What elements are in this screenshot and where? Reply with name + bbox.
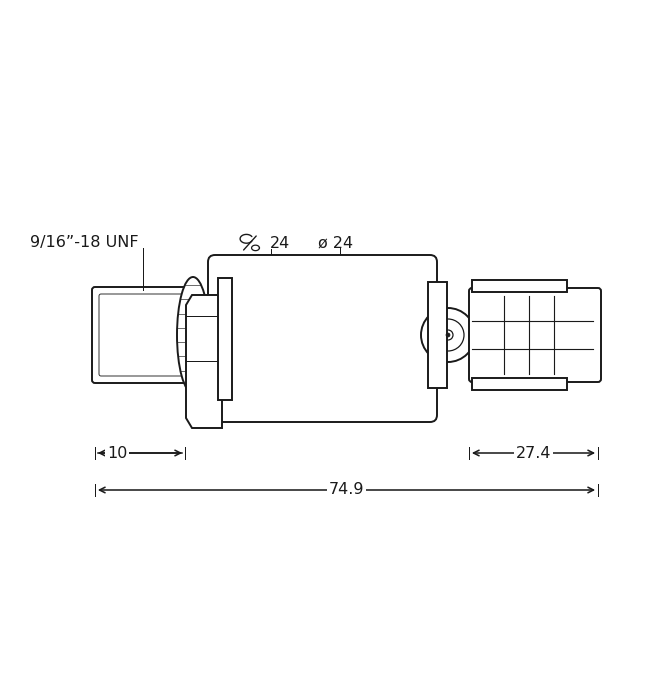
Circle shape	[446, 333, 450, 337]
Text: ø 24: ø 24	[318, 235, 353, 251]
Text: 10: 10	[107, 445, 127, 461]
Circle shape	[443, 330, 453, 340]
Circle shape	[421, 308, 475, 362]
Text: 74.9: 74.9	[328, 482, 364, 498]
Bar	[218, 278, 232, 400]
Bar	[472, 378, 567, 390]
FancyBboxPatch shape	[469, 288, 601, 382]
Circle shape	[432, 319, 464, 351]
FancyBboxPatch shape	[208, 255, 437, 422]
Bar	[428, 282, 447, 388]
Bar	[472, 280, 567, 292]
Text: 24: 24	[270, 235, 290, 251]
FancyBboxPatch shape	[92, 287, 193, 383]
Polygon shape	[186, 295, 222, 428]
Text: 27.4: 27.4	[516, 445, 551, 461]
Text: 9/16”-18 UNF: 9/16”-18 UNF	[30, 235, 138, 251]
Ellipse shape	[177, 277, 209, 393]
